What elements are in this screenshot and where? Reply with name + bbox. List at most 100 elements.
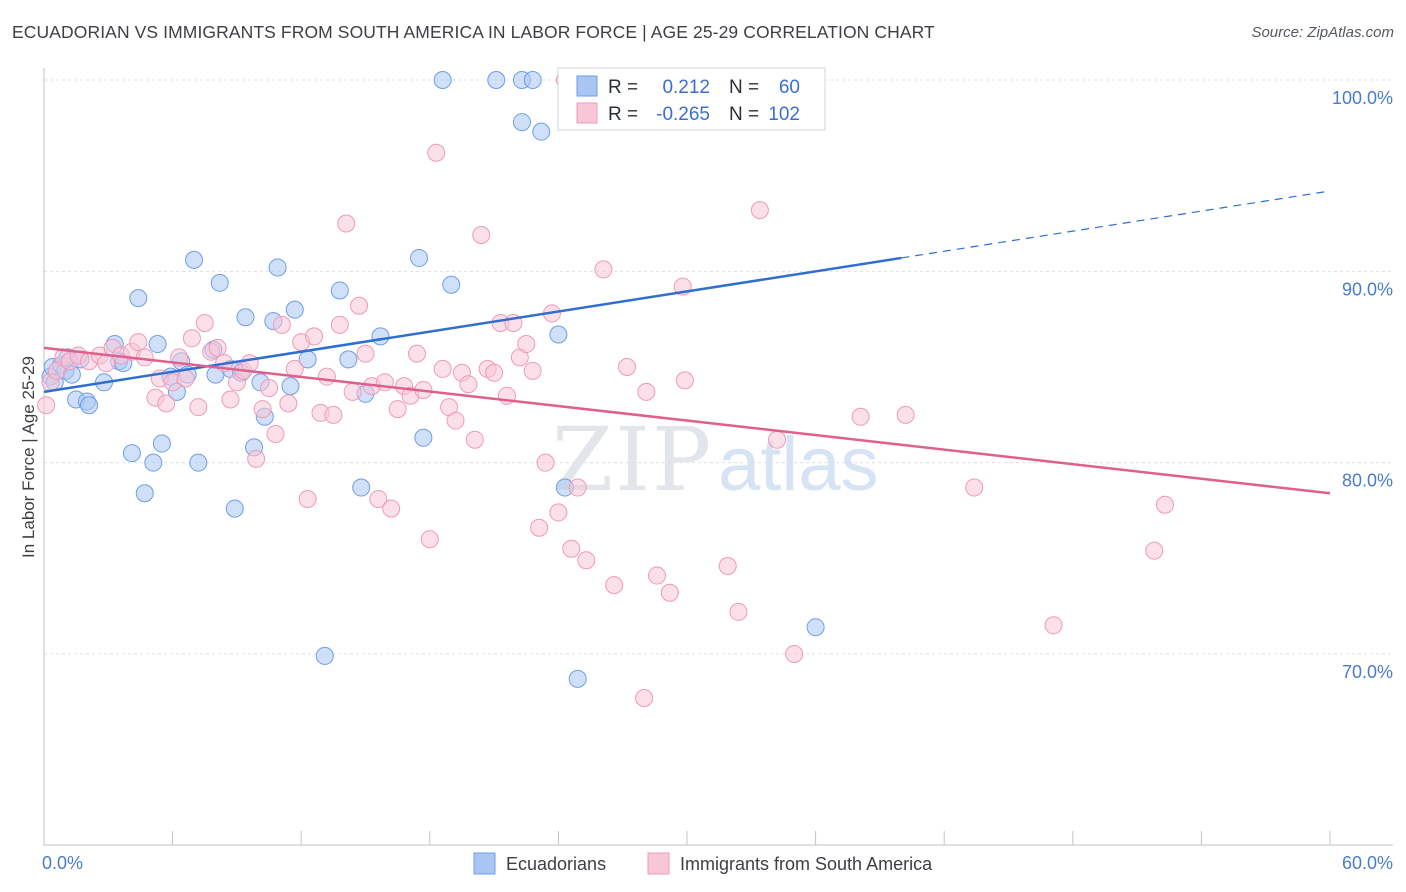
data-point <box>148 335 167 354</box>
data-point <box>144 453 163 472</box>
data-point <box>549 503 568 522</box>
data-point <box>195 313 214 332</box>
watermark-atlas: atlas <box>718 422 879 507</box>
data-point <box>337 214 356 233</box>
data-point <box>568 478 587 497</box>
y-tick-labels: 70.0% 80.0% 90.0% 100.0% <box>1332 88 1393 682</box>
data-point <box>80 396 99 415</box>
data-point <box>577 551 596 570</box>
x-ticks <box>43 831 1331 845</box>
data-point <box>851 407 870 426</box>
data-point <box>157 394 176 413</box>
data-point <box>472 225 491 244</box>
legend-label-immigrants[interactable]: Immigrants from South America <box>680 854 933 874</box>
data-point <box>414 428 433 447</box>
data-point <box>305 327 324 346</box>
data-point <box>896 405 915 424</box>
data-point <box>135 484 154 503</box>
data-point <box>268 258 287 277</box>
data-point <box>675 371 694 390</box>
data-point <box>442 275 461 294</box>
trend-line-immigrants <box>43 346 1331 495</box>
data-point <box>281 377 300 396</box>
data-point <box>369 490 388 509</box>
data-point <box>459 375 478 394</box>
axes <box>43 68 1393 846</box>
data-point <box>266 424 285 443</box>
data-point <box>465 430 484 449</box>
data-point <box>152 434 171 453</box>
stats-r-label-1: R = <box>608 77 638 98</box>
data-point <box>410 248 429 267</box>
data-point <box>536 453 555 472</box>
y-tick-label: 90.0% <box>1342 279 1393 299</box>
trend-lines <box>43 190 1331 495</box>
data-point <box>352 478 371 497</box>
data-point <box>208 338 227 357</box>
data-point <box>512 113 531 132</box>
data-point <box>530 518 549 537</box>
data-point <box>189 398 208 417</box>
data-point <box>350 296 369 315</box>
data-point <box>129 333 148 352</box>
data-point <box>210 273 229 292</box>
data-point <box>247 449 266 468</box>
data-point <box>420 530 439 549</box>
bottom-legend: Ecuadorians Immigrants from South Americ… <box>473 852 933 875</box>
stats-r-value-2: -0.265 <box>656 104 710 125</box>
trend-line-ecuadorians-extension <box>901 190 1331 259</box>
stats-n-label-2: N = <box>729 104 759 125</box>
data-point <box>532 122 551 141</box>
stats-n-label-1: N = <box>729 77 759 98</box>
data-point <box>129 289 148 308</box>
data-point <box>562 539 581 558</box>
data-point <box>433 359 452 378</box>
data-point <box>785 645 804 663</box>
data-point <box>523 361 542 380</box>
data-point <box>253 400 272 419</box>
data-point <box>1155 495 1174 514</box>
data-point <box>605 576 624 595</box>
legend-label-ecuadorians[interactable]: Ecuadorians <box>506 854 606 874</box>
data-point <box>1044 616 1063 635</box>
data-point <box>388 400 407 419</box>
data-point <box>330 315 349 334</box>
data-point <box>236 308 255 327</box>
data-point <box>382 499 401 518</box>
legend-swatch-immigrants[interactable] <box>647 852 670 875</box>
data-point <box>185 250 204 269</box>
stats-r-label-2: R = <box>608 104 638 125</box>
data-point <box>182 329 201 348</box>
data-point <box>617 358 636 376</box>
data-point <box>446 411 465 430</box>
data-point <box>189 453 208 472</box>
data-point <box>549 325 568 344</box>
trend-line-ecuadorians <box>43 256 902 394</box>
data-point <box>356 344 375 363</box>
data-point <box>343 382 362 401</box>
data-point <box>523 71 542 89</box>
series-immigrants <box>37 71 1174 708</box>
stats-n-value-2: 102 <box>768 104 800 125</box>
data-point <box>330 281 349 300</box>
data-point <box>279 394 298 413</box>
data-point <box>285 300 304 319</box>
y-tick-label: 100.0% <box>1332 88 1393 108</box>
data-point <box>750 201 769 220</box>
data-point <box>487 71 506 89</box>
y-tick-label: 70.0% <box>1342 662 1393 682</box>
data-point <box>407 344 426 363</box>
data-point <box>37 396 56 415</box>
data-point <box>317 367 336 386</box>
data-point <box>225 499 244 518</box>
data-point <box>433 71 452 89</box>
data-point <box>272 315 291 334</box>
data-point <box>221 390 240 409</box>
data-point <box>176 369 195 388</box>
data-point <box>122 444 141 463</box>
data-point <box>298 490 317 509</box>
data-point <box>637 382 656 401</box>
stats-n-value-1: 60 <box>779 77 800 98</box>
legend-swatch-ecuadorians[interactable] <box>473 852 496 875</box>
